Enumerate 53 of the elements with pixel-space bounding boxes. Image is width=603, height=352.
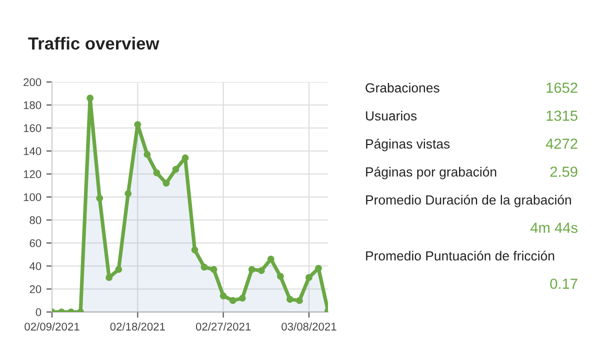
point bbox=[276, 272, 284, 280]
text: Promedio Puntuación de fricción bbox=[366, 250, 554, 261]
point bbox=[315, 264, 322, 272]
point bbox=[124, 190, 132, 198]
y-tick-label: 120 bbox=[24, 170, 42, 178]
point bbox=[182, 154, 189, 162]
point bbox=[286, 296, 294, 303]
point bbox=[267, 256, 274, 263]
point bbox=[96, 194, 104, 202]
x-tick-label: 02/09/2021 bbox=[24, 322, 80, 331]
point bbox=[248, 266, 256, 273]
point bbox=[229, 297, 236, 304]
point bbox=[106, 274, 113, 281]
text: Páginas por grabación bbox=[366, 166, 496, 180]
chart-title: Traffic overview bbox=[28, 36, 160, 50]
text: 0.17 bbox=[550, 278, 578, 289]
point bbox=[305, 274, 312, 281]
x-tick-label: 02/18/2021 bbox=[110, 322, 165, 331]
x-tick-label: 03/08/2021 bbox=[282, 322, 336, 331]
point bbox=[172, 166, 180, 173]
point bbox=[200, 264, 208, 271]
point bbox=[258, 267, 265, 274]
y-tick-label: 140 bbox=[24, 147, 42, 156]
y-tick-label: 40 bbox=[29, 262, 42, 270]
point bbox=[210, 266, 218, 273]
point bbox=[238, 294, 246, 302]
y-tick-label: 180 bbox=[24, 101, 42, 110]
text: 4272 bbox=[546, 138, 578, 149]
text: 1652 bbox=[546, 82, 578, 93]
point bbox=[220, 292, 227, 300]
text: 2.59 bbox=[550, 166, 578, 177]
text: 1315 bbox=[546, 110, 578, 121]
y-tick-label: 100 bbox=[24, 193, 42, 202]
point bbox=[144, 150, 151, 158]
point bbox=[162, 180, 170, 187]
point bbox=[134, 121, 142, 128]
y-tick-label: 20 bbox=[30, 285, 42, 294]
y-tick-label: 200 bbox=[24, 78, 42, 86]
point bbox=[153, 169, 160, 176]
point bbox=[86, 94, 94, 102]
text: Páginas vistas bbox=[366, 138, 450, 152]
y-tick-label: 60 bbox=[30, 239, 42, 248]
y-tick-label: 0 bbox=[36, 308, 42, 316]
text: Grabaciones bbox=[366, 82, 440, 93]
point bbox=[191, 246, 198, 254]
point bbox=[115, 266, 122, 273]
y-tick-label: 80 bbox=[30, 216, 42, 224]
text: Usuarios bbox=[366, 110, 417, 121]
point bbox=[296, 297, 303, 304]
x-tick-label: 02/27/2021 bbox=[196, 322, 251, 331]
text: 4m 44s bbox=[530, 222, 578, 233]
text: Promedio Duración de la grabación bbox=[366, 194, 571, 208]
y-tick-label: 160 bbox=[24, 124, 42, 132]
